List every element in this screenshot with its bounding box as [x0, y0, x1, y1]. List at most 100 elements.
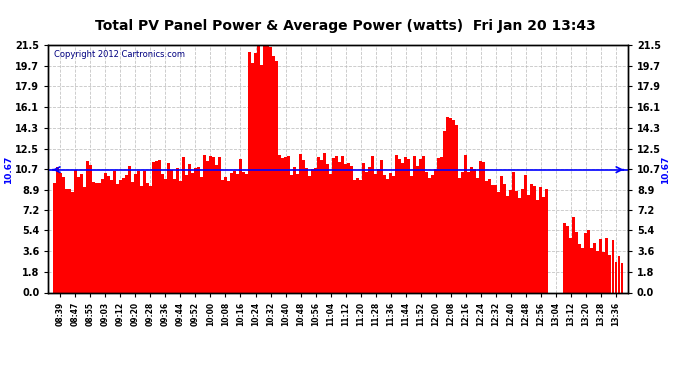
Bar [428, 178, 431, 292]
Bar [518, 198, 521, 292]
Bar [140, 186, 143, 292]
Bar [596, 251, 599, 292]
Bar [122, 178, 125, 292]
Bar [89, 165, 92, 292]
Bar [513, 172, 515, 292]
Bar [275, 61, 278, 292]
Bar [71, 192, 74, 292]
Bar [444, 131, 446, 292]
Bar [362, 163, 365, 292]
Bar [347, 163, 350, 292]
Bar [317, 157, 320, 292]
Bar [263, 34, 266, 292]
Bar [53, 183, 56, 292]
Bar [158, 160, 161, 292]
Bar [131, 182, 134, 292]
Bar [522, 189, 524, 292]
Bar [455, 125, 458, 292]
Bar [62, 177, 65, 292]
Bar [374, 174, 377, 292]
Bar [65, 189, 68, 292]
Bar [389, 173, 392, 292]
Bar [179, 181, 182, 292]
Bar [185, 175, 188, 292]
Bar [269, 47, 272, 292]
Bar [611, 240, 614, 292]
Bar [194, 168, 197, 292]
Bar [591, 248, 593, 292]
Bar [239, 159, 242, 292]
Bar [482, 162, 485, 292]
Bar [600, 240, 602, 292]
Bar [215, 165, 218, 292]
Bar [494, 185, 497, 292]
Bar [540, 187, 542, 292]
Bar [386, 179, 389, 292]
Bar [236, 174, 239, 292]
Bar [531, 184, 533, 292]
Bar [542, 196, 545, 292]
Bar [95, 183, 98, 292]
Text: 10.67: 10.67 [661, 156, 670, 184]
Bar [593, 243, 596, 292]
Bar [602, 252, 605, 292]
Bar [491, 184, 494, 292]
Bar [230, 173, 233, 292]
Bar [221, 180, 224, 292]
Bar [137, 171, 140, 292]
Bar [227, 181, 230, 292]
Bar [329, 174, 332, 292]
Bar [446, 117, 449, 292]
Bar [411, 176, 413, 292]
Bar [573, 217, 575, 292]
Bar [209, 156, 212, 292]
Bar [68, 189, 70, 292]
Bar [287, 156, 290, 292]
Bar [86, 161, 89, 292]
Bar [281, 158, 284, 292]
Bar [458, 177, 461, 292]
Bar [564, 223, 566, 292]
Bar [464, 155, 467, 292]
Bar [311, 169, 314, 292]
Bar [119, 180, 121, 292]
Bar [422, 156, 425, 292]
Bar [143, 171, 146, 292]
Bar [128, 166, 131, 292]
Bar [440, 157, 443, 292]
Bar [618, 256, 620, 292]
Bar [77, 177, 80, 292]
Bar [545, 189, 548, 292]
Bar [296, 174, 299, 292]
Bar [527, 195, 530, 292]
Bar [242, 172, 245, 292]
Bar [125, 175, 128, 292]
Bar [536, 200, 539, 292]
Bar [161, 174, 164, 292]
Bar [467, 172, 470, 292]
Bar [533, 186, 536, 292]
Bar [506, 196, 509, 292]
Bar [504, 184, 506, 292]
Bar [342, 156, 344, 292]
Bar [98, 183, 101, 292]
Bar [308, 176, 311, 292]
Bar [146, 183, 149, 292]
Bar [290, 176, 293, 292]
Bar [170, 170, 172, 292]
Bar [332, 158, 335, 292]
Bar [524, 175, 527, 292]
Bar [476, 178, 479, 292]
Bar [509, 190, 512, 292]
Bar [260, 65, 263, 292]
Bar [233, 171, 236, 292]
Bar [176, 168, 179, 292]
Bar [359, 180, 362, 292]
Bar [587, 230, 590, 292]
Bar [305, 168, 308, 292]
Bar [453, 120, 455, 292]
Bar [431, 174, 434, 292]
Bar [404, 157, 407, 292]
Bar [569, 238, 572, 292]
Bar [299, 153, 302, 292]
